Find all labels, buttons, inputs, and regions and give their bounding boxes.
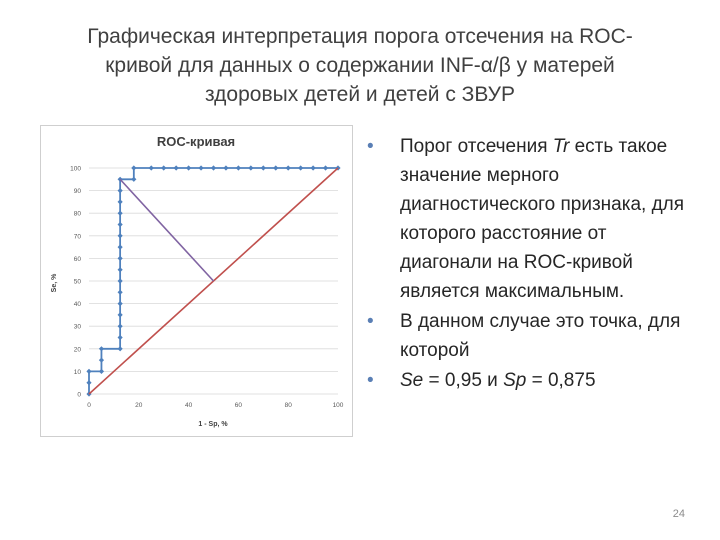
bullet-list: • Порог отсечения Tr есть такое значение …	[365, 132, 695, 396]
roc-point-marker	[235, 165, 241, 171]
roc-point-marker	[117, 210, 123, 216]
bullet-text: = 0,95 и	[423, 370, 504, 391]
y-tick-label: 80	[74, 211, 82, 218]
roc-point-marker	[117, 199, 123, 205]
roc-point-marker	[98, 368, 105, 374]
bullet-marker: •	[367, 370, 374, 391]
bullet-marker: •	[367, 136, 374, 157]
bullet-text: = 0,875	[526, 370, 596, 391]
roc-point-marker	[260, 165, 266, 171]
y-tick-label: 70	[74, 233, 82, 240]
y-tick-label: 20	[74, 346, 82, 353]
slide-title: Графическая интерпретация порога отсечен…	[40, 22, 680, 109]
x-tick-label: 20	[135, 402, 143, 409]
roc-chart: 0 10 20 30 40 50 60 70 80 90 100 0 20 40 60 80 100 ROC-к…	[51, 134, 344, 428]
bullet-text: Порог отсечения	[400, 136, 553, 157]
roc-point-marker	[117, 188, 123, 194]
roc-point-marker	[273, 165, 279, 171]
roc-point-marker	[117, 334, 123, 341]
roc-point-marker	[322, 165, 329, 171]
roc-curve-line	[88, 167, 338, 394]
y-tick-label: 100	[70, 166, 81, 173]
roc-point-marker	[131, 165, 137, 171]
se-symbol: Se	[400, 370, 424, 391]
bullet-text: есть такое значение мерного диагностичес…	[400, 136, 685, 302]
bullet-marker: •	[367, 311, 374, 332]
title-line-2: кривой для данных о содержании INF-α/β у…	[105, 54, 615, 77]
y-tick-label: 40	[74, 301, 82, 308]
roc-point-marker	[223, 165, 229, 171]
roc-point-marker	[285, 165, 291, 171]
y-tick-label: 60	[74, 256, 82, 263]
title-line-1: Графическая интерпретация порога отсечен…	[87, 25, 633, 48]
x-tick-label: 80	[285, 402, 293, 409]
roc-chart-panel: 0 10 20 30 40 50 60 70 80 90 100 0 20 40 60 80 100 ROC-к…	[40, 125, 353, 437]
roc-point-marker	[117, 323, 123, 329]
y-tick-label: 0	[77, 392, 81, 399]
roc-point-marker	[298, 165, 304, 171]
bullet-item-values: • Se = 0,95 и Sp = 0,875	[365, 366, 695, 395]
roc-point-marker	[198, 165, 204, 171]
y-axis-label: Se, %	[51, 273, 58, 292]
roc-point-marker	[117, 289, 123, 295]
threshold-distance-line	[119, 178, 215, 282]
roc-point-marker	[148, 165, 154, 171]
roc-point-marker	[210, 165, 217, 171]
slide-number: 24	[672, 508, 685, 520]
roc-point-marker	[117, 255, 123, 261]
roc-point-marker	[117, 221, 123, 228]
roc-point-marker	[173, 165, 179, 171]
roc-point-marker	[161, 165, 167, 171]
roc-point-marker	[186, 165, 192, 171]
roc-point-marker	[117, 278, 123, 284]
bullet-text: В данном случае это точка, для которой	[400, 311, 681, 361]
roc-point-marker	[86, 380, 92, 386]
x-tick-label: 60	[235, 402, 243, 409]
roc-point-marker	[248, 165, 254, 171]
x-axis-label: 1 - Sp, %	[198, 421, 228, 428]
y-tick-label: 90	[74, 188, 82, 195]
roc-point-marker	[117, 233, 123, 239]
bullet-item-threshold: • Порог отсечения Tr есть такое значение …	[365, 132, 695, 306]
roc-point-marker	[117, 244, 123, 250]
roc-point-marker	[310, 165, 316, 171]
y-tick-label: 10	[74, 369, 82, 376]
roc-point-marker	[117, 267, 123, 273]
bullet-item-case: • В данном случае это точка, для которой	[365, 307, 695, 365]
chart-title: ROC-кривая	[157, 134, 235, 149]
x-tick-label: 0	[87, 402, 91, 409]
title-line-3: здоровых детей и детей с ЗВУР	[204, 83, 515, 106]
roc-point-marker	[98, 357, 105, 363]
roc-point-marker	[117, 301, 123, 307]
tr-symbol: Tr	[552, 136, 570, 157]
roc-point-marker	[131, 176, 137, 182]
x-tick-label: 40	[185, 402, 193, 409]
x-tick-label: 100	[333, 402, 344, 409]
y-tick-label: 50	[74, 279, 82, 286]
y-tick-label: 30	[74, 324, 82, 331]
roc-point-marker	[98, 346, 105, 352]
roc-point-marker	[117, 346, 123, 352]
roc-point-marker	[117, 312, 123, 318]
sp-symbol: Sp	[503, 370, 527, 391]
roc-point-marker	[86, 368, 92, 374]
